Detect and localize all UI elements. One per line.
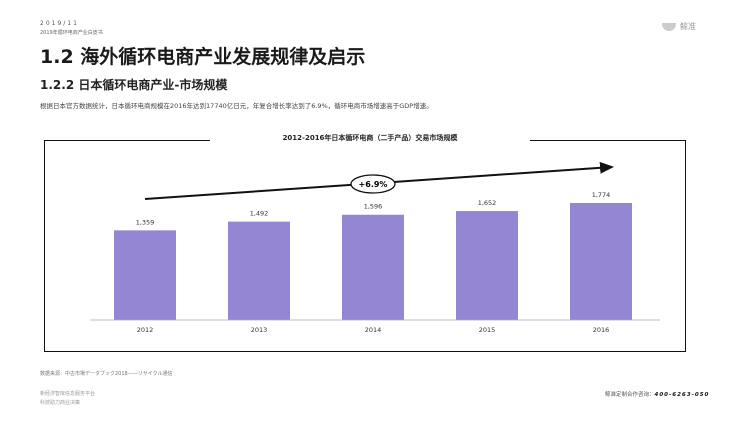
bar-2012 [114, 230, 176, 320]
chart-title: 2012-2016年日本循环电商（二手产品）交易市场规模 [210, 133, 530, 143]
data-source: 数据来源：中古市場データブック2018——リサイクル通信 [40, 371, 173, 377]
value-label: 1,359 [136, 218, 155, 226]
hotline-label: 鲸准定制合作咨询： [605, 392, 655, 398]
x-tick-label: 2016 [593, 326, 610, 334]
x-tick-label: 2013 [251, 326, 268, 334]
section-title: 1.2.2 日本循环电商产业-市场规模 [40, 78, 228, 92]
page-title: 1.2 海外循环电商产业发展规律及启示 [40, 46, 366, 68]
growth-badge [350, 174, 396, 194]
bar-2013 [228, 221, 290, 320]
footer-text-2: 科技助力商业决策 [40, 400, 81, 406]
description: 根据日本官方数据统计，日本循环电商规模在2016年达到17740亿日元，年复合增… [40, 102, 433, 110]
whale-icon [662, 22, 676, 31]
logo-text: 鲸准 [680, 22, 696, 31]
report-name: 2019年循环电商产业白皮书 [40, 30, 103, 36]
growth-label: +6.9% [359, 180, 388, 189]
x-tick-label: 2014 [365, 326, 382, 334]
hotline-number: 400-6263-050 [654, 392, 710, 398]
logo: 鲸准 [662, 21, 696, 32]
hotline: 鲸准定制合作咨询：400-6263-050 [605, 390, 709, 398]
x-tick-label: 2015 [479, 326, 496, 334]
bar-2015 [456, 211, 518, 320]
x-tick-label: 2012 [137, 326, 154, 334]
bar-2014 [342, 214, 404, 320]
value-label: 1,774 [592, 191, 611, 199]
value-label: 1,596 [364, 203, 383, 211]
report-date: 2019/11 [40, 20, 79, 27]
value-label: 1,492 [250, 210, 269, 218]
value-label: 1,652 [478, 199, 497, 207]
footer-text-1: 新经济智库信息服务平台 [40, 391, 96, 397]
bar-2016 [570, 203, 632, 320]
